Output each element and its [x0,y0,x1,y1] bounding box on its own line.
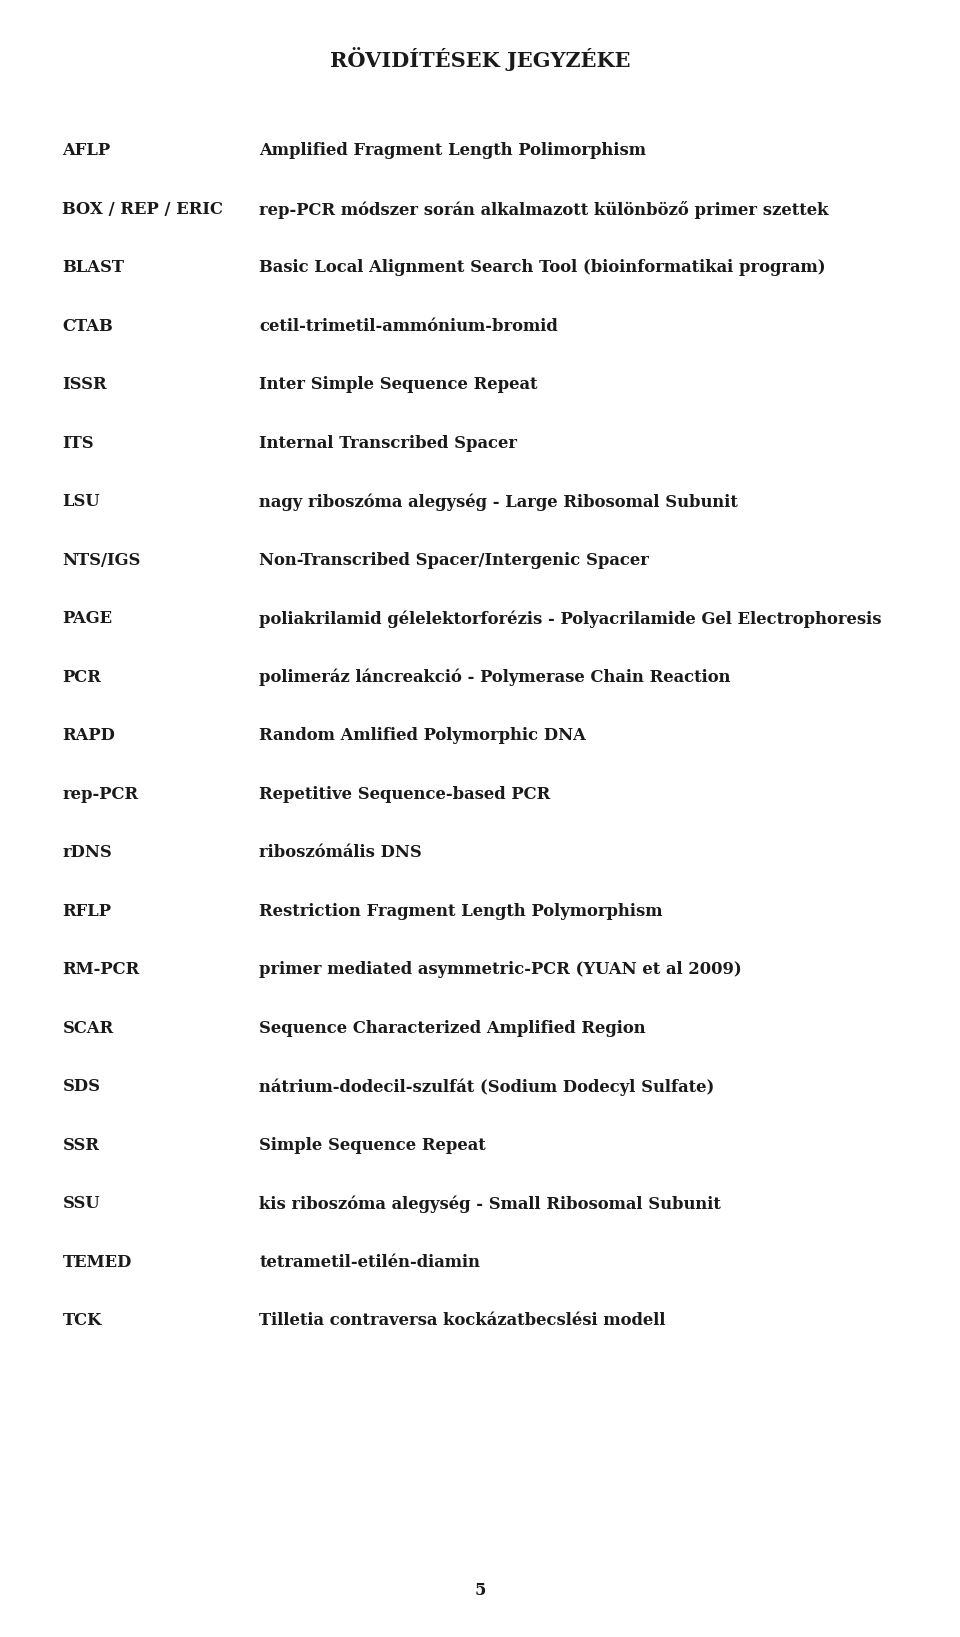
Text: SSR: SSR [62,1136,100,1154]
Text: Non-Transcribed Spacer/Intergenic Spacer: Non-Transcribed Spacer/Intergenic Spacer [259,552,649,568]
Text: Random Amlified Polymorphic DNA: Random Amlified Polymorphic DNA [259,727,586,743]
Text: RAPD: RAPD [62,727,115,743]
Text: BOX / REP / ERIC: BOX / REP / ERIC [62,200,224,218]
Text: BLAST: BLAST [62,259,125,277]
Text: TEMED: TEMED [62,1254,132,1270]
Text: RÖVIDÍTÉSEK JEGYZÉKE: RÖVIDÍTÉSEK JEGYZÉKE [329,47,631,70]
Text: ITS: ITS [62,434,94,452]
Text: SSU: SSU [62,1195,100,1211]
Text: LSU: LSU [62,493,100,511]
Text: Internal Transcribed Spacer: Internal Transcribed Spacer [259,434,517,452]
Text: nagy riboszóma alegység - Large Ribosomal Subunit: nagy riboszóma alegység - Large Ribosoma… [259,493,738,511]
Text: Amplified Fragment Length Polimorphism: Amplified Fragment Length Polimorphism [259,142,646,159]
Text: RM-PCR: RM-PCR [62,961,139,977]
Text: Inter Simple Sequence Repeat: Inter Simple Sequence Repeat [259,377,538,393]
Text: PAGE: PAGE [62,611,112,627]
Text: poliakrilamid gélelektorforézis - Polyacrilamide Gel Electrophoresis: poliakrilamid gélelektorforézis - Polyac… [259,611,881,627]
Text: polimeráz láncreakció - Polymerase Chain Reaction: polimeráz láncreakció - Polymerase Chain… [259,668,731,686]
Text: cetil-trimetil-ammónium-bromid: cetil-trimetil-ammónium-bromid [259,318,558,334]
Text: kis riboszóma alegység - Small Ribosomal Subunit: kis riboszóma alegység - Small Ribosomal… [259,1195,721,1213]
Text: tetrametil-etilén-diamin: tetrametil-etilén-diamin [259,1254,480,1270]
Text: nátrium-dodecil-szulfát (Sodium Dodecyl Sulfate): nátrium-dodecil-szulfát (Sodium Dodecyl … [259,1079,714,1095]
Text: Sequence Characterized Amplified Region: Sequence Characterized Amplified Region [259,1020,646,1036]
Text: RFLP: RFLP [62,902,111,920]
Text: SDS: SDS [62,1079,101,1095]
Text: primer mediated asymmetric-PCR (YUAN et al 2009): primer mediated asymmetric-PCR (YUAN et … [259,961,742,977]
Text: Restriction Fragment Length Polymorphism: Restriction Fragment Length Polymorphism [259,902,662,920]
Text: riboszómális DNS: riboszómális DNS [259,845,422,861]
Text: TCK: TCK [62,1311,102,1329]
Text: rep-PCR: rep-PCR [62,786,138,802]
Text: Repetitive Sequence-based PCR: Repetitive Sequence-based PCR [259,786,550,802]
Text: CTAB: CTAB [62,318,113,334]
Text: SCAR: SCAR [62,1020,113,1036]
Text: Basic Local Alignment Search Tool (bioinformatikai program): Basic Local Alignment Search Tool (bioin… [259,259,826,277]
Text: PCR: PCR [62,668,101,686]
Text: Tilletia contraversa kockázatbecslési modell: Tilletia contraversa kockázatbecslési mo… [259,1311,665,1329]
Text: ISSR: ISSR [62,377,107,393]
Text: AFLP: AFLP [62,142,110,159]
Text: NTS/IGS: NTS/IGS [62,552,141,568]
Text: rep-PCR módszer során alkalmazott különböző primer szettek: rep-PCR módszer során alkalmazott különb… [259,200,828,218]
Text: 5: 5 [474,1581,486,1599]
Text: Simple Sequence Repeat: Simple Sequence Repeat [259,1136,486,1154]
Text: rDNS: rDNS [62,845,112,861]
